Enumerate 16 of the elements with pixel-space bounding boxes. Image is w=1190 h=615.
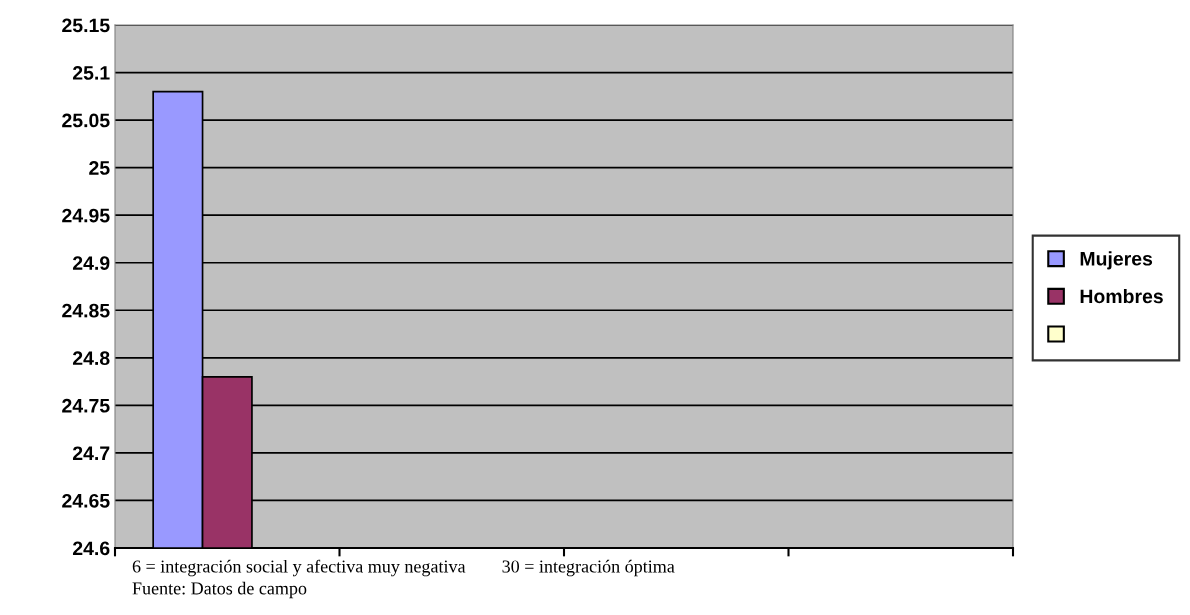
legend-label: Mujeres: [1080, 251, 1153, 270]
text: 6 = integración social y afectiva muy negativa 30 = integración óptima: [132, 559, 675, 577]
source-note: Fuente: Datos de campo: [132, 581, 307, 599]
y-tick-label: 25.1: [72, 66, 110, 80]
y-tick-label: 24.85: [62, 303, 110, 318]
y-tick-label: 25.05: [62, 113, 110, 128]
y-tick-label: 25: [89, 161, 110, 175]
y-tick-label: 24.6: [72, 541, 110, 556]
y-tick-label: 24.65: [62, 493, 110, 508]
y-tick-label: 24.7: [72, 446, 110, 460]
legend-label: Hombres: [1080, 288, 1163, 304]
y-tick-label: 24.8: [72, 351, 110, 366]
y-tick-label: 24.95: [62, 208, 110, 223]
y-tick-label: 25.15: [62, 18, 110, 33]
y-tick-label: 24.9: [72, 256, 110, 270]
y-tick-label: 24.75: [62, 398, 110, 413]
